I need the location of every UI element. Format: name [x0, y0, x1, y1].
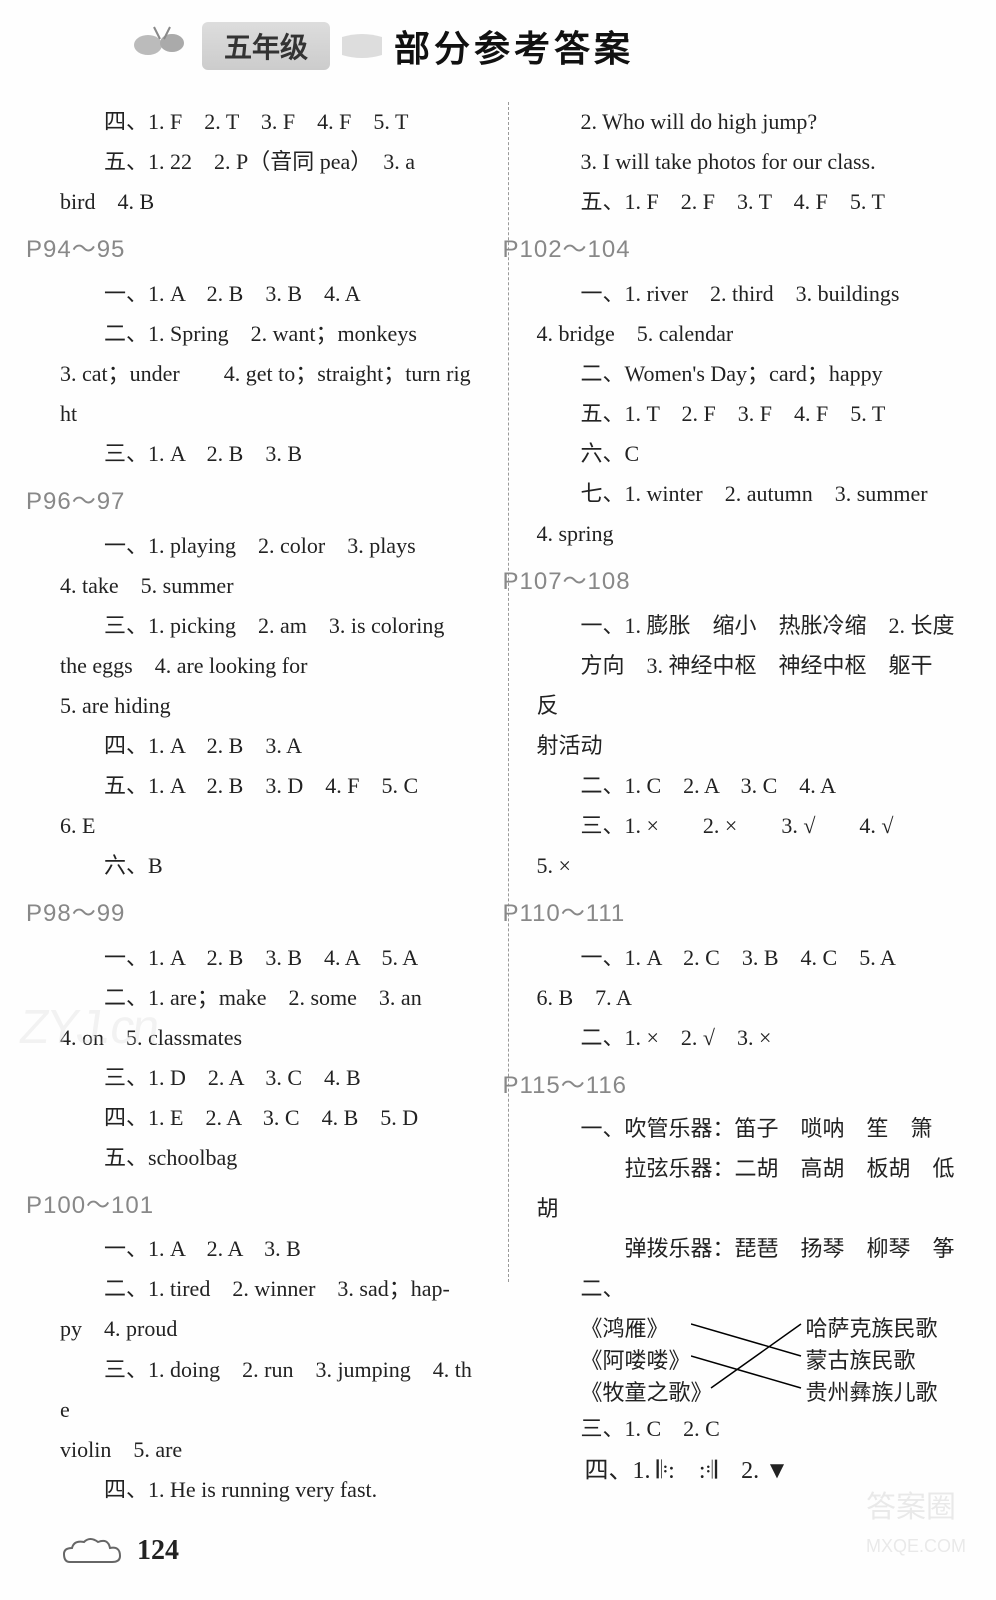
match-question-label: 二、 [537, 1269, 957, 1309]
answer-line: py 4. proud [60, 1309, 480, 1349]
answer-line: 六、C [537, 434, 957, 474]
answer-line: 六、B [60, 846, 480, 886]
answer-line: 五、1. 22 2. P（音同 pea） 3. a [60, 142, 480, 182]
butterfly-icon [130, 25, 192, 67]
answer-line: 一、1. A 2. C 3. B 4. C 5. A [537, 938, 957, 978]
answer-line: 四、1. E 2. A 3. C 4. B 5. D [60, 1098, 480, 1138]
page-footer: 124 [60, 1535, 179, 1570]
answer-line: 一、1. playing 2. color 3. plays [60, 526, 480, 566]
section-heading: P110～111 [503, 892, 957, 936]
answer-line: 一、1. A 2. A 3. B [60, 1229, 480, 1269]
answer-line: 弹拨乐器：琵琶 扬琴 柳琴 筝 [537, 1229, 957, 1269]
left-column: 四、1. F 2. T 3. F 4. F 5. T 五、1. 22 2. P（… [60, 102, 480, 1510]
answer-line: bird 4. B [60, 182, 480, 222]
answer-line: 4. spring [537, 514, 957, 554]
match-lines-icon [691, 1314, 811, 1404]
answer-line: 5. are hiding [60, 686, 480, 726]
answer-line: 五、schoolbag [60, 1138, 480, 1178]
answer-line: 拉弦乐器：二胡 高胡 板胡 低胡 [537, 1149, 957, 1229]
answer-line: 二、1. Spring 2. want；monkeys [60, 314, 480, 354]
page-root: 五年级 部分参考答案 四、1. F 2. T 3. F 4. F 5. T 五、… [0, 0, 996, 1600]
answer-line: 四、1. F 2. T 3. F 4. F 5. T [60, 102, 480, 142]
section-heading: P96～97 [26, 480, 480, 524]
answer-line: 三、1. picking 2. am 3. is coloring [60, 606, 480, 646]
answer-line: 二、1. C 2. A 3. C 4. A [537, 766, 957, 806]
answer-line: 一、吹管乐器：笛子 唢呐 笙 箫 [537, 1109, 957, 1149]
answer-line: 一、1. river 2. third 3. buildings [537, 274, 957, 314]
answer-line: 二、1. × 2. √ 3. × [537, 1018, 957, 1058]
answer-line: 4. take 5. summer [60, 566, 480, 606]
answer-line: 6. B 7. A [537, 978, 957, 1018]
answer-line: 二、1. are；make 2. some 3. an [60, 978, 480, 1018]
answer-line: 3. I will take photos for our class. [537, 142, 957, 182]
answer-line: 四、1. A 2. B 3. A [60, 726, 480, 766]
answer-line: 七、1. winter 2. autumn 3. summer [537, 474, 957, 514]
answer-line: 三、1. C 2. C [537, 1409, 957, 1449]
answer-line: 三、1. D 2. A 3. C 4. B [60, 1058, 480, 1098]
answer-line: 3. cat；under 4. get to；straight；turn rig… [60, 354, 480, 434]
answer-line: 二、1. tired 2. winner 3. sad；hap- [60, 1269, 480, 1309]
answer-line: 二、Women's Day；card；happy [537, 354, 957, 394]
answer-line: 4. on 5. classmates [60, 1018, 480, 1058]
answer-line: 五、1. F 2. F 3. T 4. F 5. T [537, 182, 957, 222]
answer-line: 一、1. 膨胀 缩小 热胀冷缩 2. 长度 [537, 606, 957, 646]
matching-diagram: 《鸿雁》 《阿喽喽》 《牧童之歌》 哈萨克族民歌 蒙古族民歌 贵州彝族儿歌 [581, 1309, 957, 1409]
page-header: 五年级 部分参考答案 [60, 20, 956, 72]
answer-line: 五、1. T 2. F 3. F 4. F 5. T [537, 394, 957, 434]
banner-icon [340, 31, 384, 61]
section-heading: P98～99 [26, 892, 480, 936]
answer-line: 五、1. A 2. B 3. D 4. F 5. C [60, 766, 480, 806]
answer-line: violin 5. are [60, 1430, 480, 1470]
section-heading: P115～116 [503, 1064, 957, 1108]
page-title: 部分参考答案 [394, 20, 634, 72]
section-heading: P100～101 [26, 1184, 480, 1228]
answer-line: 6. E [60, 806, 480, 846]
section-heading: P94～95 [26, 228, 480, 272]
watermark-icon: 答案圈MXQE.COM [866, 1482, 966, 1560]
answer-line: 方向 3. 神经中枢 神经中枢 躯干 反 [537, 646, 957, 726]
answer-line: 一、1. A 2. B 3. B 4. A [60, 274, 480, 314]
answer-line: 三、1. × 2. × 3. √ 4. √ [537, 806, 957, 846]
answer-line: 四、1. He is running very fast. [60, 1470, 480, 1510]
grade-ribbon: 五年级 [202, 22, 330, 70]
right-column: 2. Who will do high jump? 3. I will take… [537, 102, 957, 1510]
page-number: 124 [137, 1535, 179, 1566]
answer-line: the eggs 4. are looking for [60, 646, 480, 686]
answer-line: 三、1. doing 2. run 3. jumping 4. the [60, 1350, 480, 1430]
match-right-item: 贵州彝族儿歌 [806, 1373, 938, 1413]
answer-line: 4. bridge 5. calendar [537, 314, 957, 354]
answer-line: 射活动 [537, 726, 957, 766]
answer-line: 三、1. A 2. B 3. B [60, 434, 480, 474]
answer-line: 一、1. A 2. B 3. B 4. A 5. A [60, 938, 480, 978]
section-heading: P102～104 [503, 228, 957, 272]
cloud-icon [60, 1536, 130, 1570]
answer-line: 5. × [537, 846, 957, 886]
answer-line: 2. Who will do high jump? [537, 102, 957, 142]
section-heading: P107～108 [503, 560, 957, 604]
q2-label: 二、 [581, 1276, 625, 1301]
content-columns: 四、1. F 2. T 3. F 4. F 5. T 五、1. 22 2. P（… [60, 102, 956, 1510]
